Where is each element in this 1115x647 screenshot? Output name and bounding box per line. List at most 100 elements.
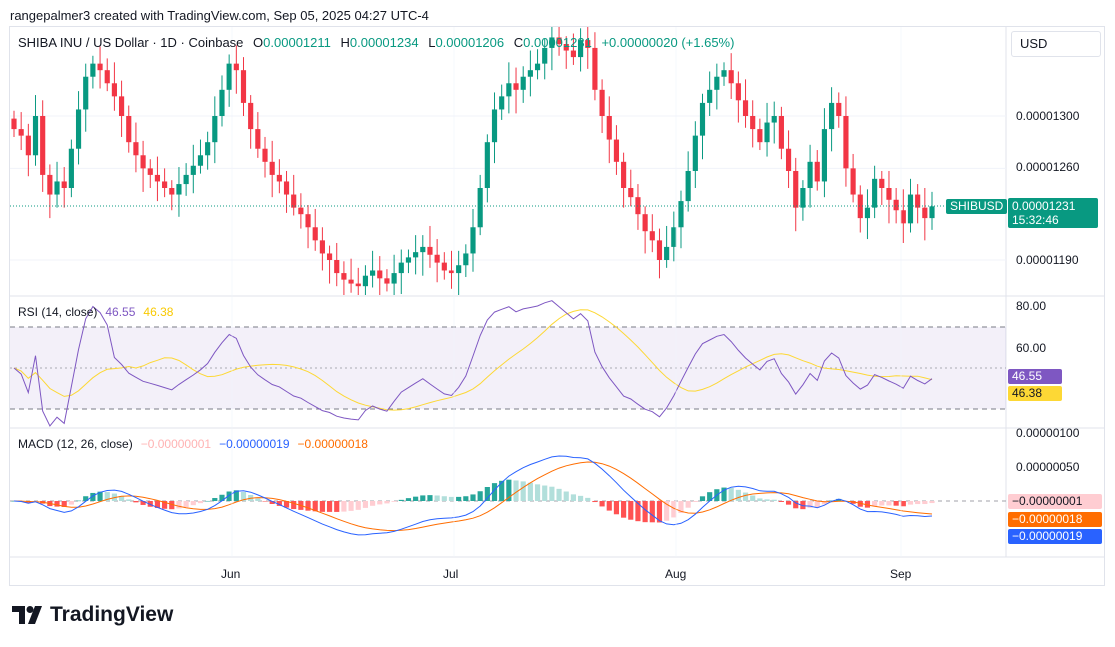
candle [714, 63, 720, 110]
macd-histogram-bar [262, 501, 268, 502]
candle-body [513, 83, 519, 90]
macd-histogram-bar [434, 495, 440, 501]
close-value: 0.00001231 [523, 35, 592, 50]
macd-histogram-bar [183, 501, 189, 507]
candle [463, 244, 469, 278]
macd-histogram-bar [642, 501, 648, 523]
candle-body [126, 116, 132, 143]
macd-histogram-bar [699, 496, 706, 501]
candle [592, 32, 598, 101]
candle-body [499, 96, 505, 110]
candle-body [864, 207, 871, 219]
candle-body [434, 254, 440, 263]
macd-histogram-bar [606, 501, 612, 511]
macd-histogram-bar [326, 501, 333, 512]
time-tick-jul: Jul [443, 567, 459, 581]
candle-body [197, 155, 204, 166]
rsi-legend-ma-value: 46.38 [143, 305, 174, 319]
candle-body [61, 181, 67, 188]
candle-body [621, 161, 627, 188]
macd-histogram-bar [499, 480, 505, 501]
candle [434, 239, 440, 283]
macd-histogram-bar [197, 501, 204, 504]
candle-body [613, 139, 620, 162]
macd-histogram-bar [577, 495, 584, 501]
macd-histogram-bar [692, 501, 698, 502]
rsi-label: RSI (14, close) [18, 305, 98, 319]
macd-histogram-bar [721, 487, 727, 501]
candle [140, 140, 146, 192]
candle-body [922, 207, 928, 219]
candle [212, 96, 218, 164]
candle [18, 112, 24, 151]
candle [61, 167, 67, 208]
macd-histogram-bar [427, 495, 433, 501]
candle-body [405, 257, 412, 263]
candle [405, 249, 412, 274]
candle [240, 57, 247, 116]
macd-histogram-bar [907, 501, 914, 505]
candle-body [520, 76, 526, 90]
candle-body [334, 260, 340, 274]
macd-histogram-bar [276, 501, 282, 506]
candle-body [463, 253, 469, 266]
macd-histogram-bar [405, 498, 412, 501]
candle-body [707, 89, 713, 103]
currency-button[interactable]: USD [1011, 31, 1101, 57]
candle [707, 71, 713, 116]
candle [649, 214, 655, 253]
chart-frame [9, 26, 1105, 586]
candle [527, 50, 533, 97]
candle [893, 188, 899, 224]
candle-body [319, 240, 325, 254]
candle [542, 38, 548, 80]
candle-body [255, 129, 261, 149]
candle-body [269, 161, 275, 175]
candle-body [413, 252, 419, 258]
candle [606, 96, 612, 164]
candle [370, 250, 376, 288]
macd-histogram-bar [312, 501, 318, 512]
open-label: O [253, 35, 264, 50]
macd-histogram-bar [922, 501, 928, 505]
macd-histogram-bar [857, 501, 863, 507]
candle-body [298, 207, 304, 215]
macd-histogram-bar [527, 482, 533, 501]
macd-histogram-bar [864, 501, 871, 508]
candle [97, 46, 103, 89]
candle-body [111, 83, 117, 97]
candle [377, 256, 383, 295]
candle-body [212, 116, 218, 143]
macd-histogram-bar [570, 494, 576, 501]
candle [929, 191, 935, 230]
macd-histogram-bar [205, 500, 211, 502]
candle-body [549, 37, 555, 48]
macd-signal-legend-value: −0.00000018 [297, 437, 368, 451]
rsi-value-tag: 46.55 [1008, 369, 1062, 384]
symbol-legend: SHIBA INU / US Dollar · 1D · Coinbase O 0… [18, 35, 734, 50]
candle-body [857, 194, 863, 219]
macd-histogram-bar [656, 501, 663, 523]
candle [90, 55, 96, 89]
macd-histogram-bar [154, 501, 161, 508]
macd-histogram-bar [821, 501, 828, 505]
rsi-tick: 60.00 [1016, 341, 1047, 355]
chart-caption: rangepalmer3 created with TradingView.co… [10, 8, 429, 23]
candle-body [628, 188, 634, 198]
macd-histogram-bar [592, 501, 598, 503]
macd-histogram-bar [97, 491, 103, 501]
price-tick: 0.00001190 [1016, 253, 1079, 267]
candle-body [183, 174, 189, 185]
candle [742, 79, 749, 128]
candle [319, 227, 325, 271]
candle [384, 269, 390, 292]
candle-body [829, 102, 835, 130]
candle [305, 205, 311, 249]
macd-histogram-bar [742, 492, 749, 501]
macd-histogram-bar [133, 501, 139, 503]
candle-body [664, 246, 670, 260]
candle [829, 87, 835, 152]
candle [886, 170, 892, 224]
symbol-title: SHIBA INU / US Dollar · 1D · Coinbase [18, 35, 244, 50]
